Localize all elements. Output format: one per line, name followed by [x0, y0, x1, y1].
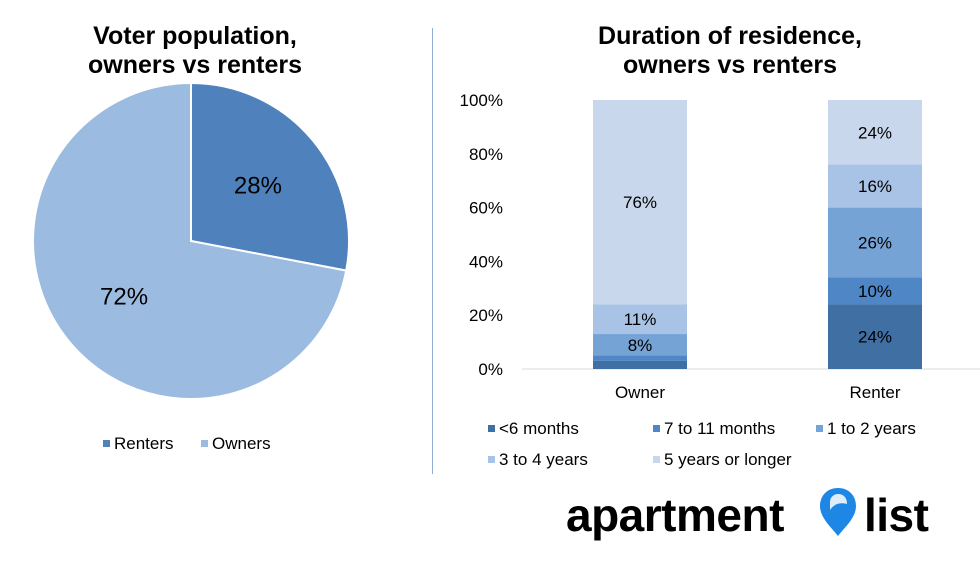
y-tick-label: 60%	[469, 199, 503, 218]
legend-swatch	[488, 456, 495, 464]
bar-legend-item-3-to-4-years: 3 to 4 years	[488, 450, 588, 470]
pie-chart-title: Voter population, owners vs renters	[40, 22, 350, 80]
bar-legend-item-6-months: <6 months	[488, 419, 579, 439]
pie-slice-owners	[32, 81, 348, 400]
legend-swatch	[653, 456, 660, 464]
y-tick-label: 20%	[469, 306, 503, 325]
bar-segment-renter-6-months	[828, 304, 922, 369]
pie-label-owners: 72%	[100, 283, 148, 310]
bar-title-line-2: owners vs renters	[623, 51, 837, 79]
bar-legend-item-7-to-11-months: 7 to 11 months	[653, 419, 775, 439]
data-label: 26%	[858, 234, 892, 253]
bar-segment-renter-7-to-11-months	[828, 277, 922, 305]
chart-divider	[432, 28, 433, 474]
legend-label: Owners	[212, 434, 271, 453]
logo-text-list: list	[864, 489, 929, 541]
bar-chart-title: Duration of residence, owners vs renters	[560, 22, 900, 80]
legend-label: Renters	[114, 434, 174, 453]
pie-label-renters: 28%	[234, 173, 282, 200]
x-category-label: Renter	[849, 383, 900, 402]
legend-swatch	[103, 440, 110, 448]
legend-swatch	[816, 425, 823, 433]
bar-segment-owner-6-months	[593, 360, 687, 369]
bar-segment-owner-3-to-4-years	[593, 304, 687, 335]
data-label: 16%	[858, 177, 892, 196]
pie-legend-item-renters: Renters	[103, 434, 174, 454]
x-category-label: Owner	[615, 383, 665, 402]
pie-legend-item-owners: Owners	[201, 434, 271, 454]
y-tick-label: 0%	[478, 360, 503, 379]
data-label: 76%	[623, 193, 657, 212]
bar-segment-renter-1-to-2-years	[828, 207, 922, 278]
bar-legend-item-5-years-or-longer: 5 years or longer	[653, 450, 792, 470]
bar-segment-renter-5-years-or-longer	[828, 100, 922, 165]
legend-label: 7 to 11 months	[664, 419, 776, 438]
legend-label: <6 months	[499, 419, 579, 438]
pie-title-line-1: Voter population,	[93, 22, 297, 50]
data-label: 24%	[858, 123, 892, 142]
legend-swatch	[653, 425, 660, 433]
data-label: 8%	[628, 336, 653, 355]
pie-title-line-2: owners vs renters	[88, 51, 302, 79]
legend-swatch	[488, 425, 495, 433]
data-label: 10%	[858, 282, 892, 301]
legend-swatch	[201, 440, 208, 448]
bar-legend-item-1-to-2-years: 1 to 2 years	[816, 419, 916, 439]
map-pin-icon	[820, 488, 856, 536]
pie-slice-renters	[190, 81, 350, 272]
legend-label: 1 to 2 years	[827, 419, 916, 438]
bar-segment-owner-1-to-2-years	[593, 334, 687, 356]
data-label: 11%	[624, 310, 657, 329]
y-tick-label: 100%	[460, 91, 503, 110]
legend-label: 3 to 4 years	[499, 450, 588, 469]
y-tick-label: 80%	[469, 145, 503, 164]
bar-segment-renter-3-to-4-years	[828, 164, 922, 208]
bar-segment-owner-7-to-11-months	[593, 355, 687, 361]
data-label: 24%	[858, 328, 892, 347]
bar-title-line-1: Duration of residence,	[598, 22, 862, 50]
legend-label: 5 years or longer	[664, 450, 792, 469]
y-tick-label: 40%	[469, 252, 503, 271]
bar-segment-owner-5-years-or-longer	[593, 100, 687, 305]
logo-text-apartment: apartment	[566, 489, 784, 541]
